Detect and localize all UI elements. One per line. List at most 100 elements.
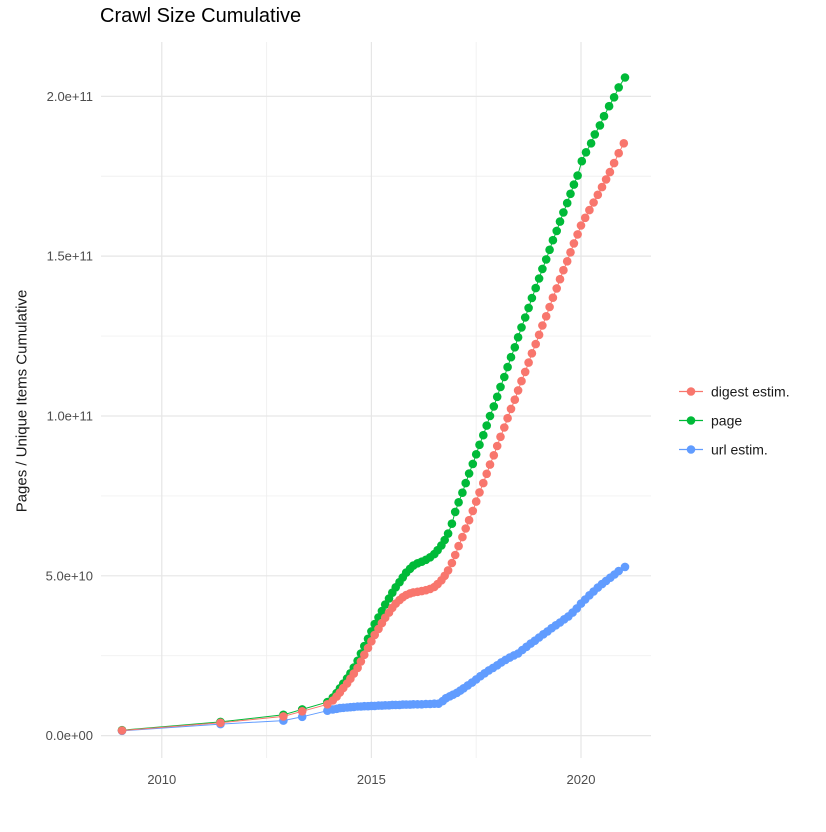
- data-point: [614, 83, 623, 92]
- data-point: [447, 558, 457, 568]
- data-point: [443, 529, 453, 538]
- data-point: [605, 167, 615, 177]
- data-point: [559, 208, 568, 217]
- data-point: [590, 130, 600, 139]
- data-point: [609, 93, 619, 102]
- data-point: [475, 488, 484, 497]
- data-point: [506, 404, 516, 414]
- data-point: [555, 217, 565, 226]
- data-point: [524, 358, 533, 367]
- data-point: [580, 213, 590, 223]
- legend-item-label: url estim.: [711, 441, 768, 457]
- data-point: [117, 726, 127, 735]
- data-point: [496, 432, 505, 442]
- data-point: [471, 497, 481, 506]
- data-point: [576, 221, 586, 230]
- data-point: [279, 712, 288, 721]
- data-point: [601, 175, 611, 184]
- data-point: [485, 411, 495, 421]
- data-point: [569, 180, 579, 189]
- legend-item-label: page: [711, 412, 743, 428]
- data-point: [538, 321, 547, 330]
- data-point: [356, 657, 366, 666]
- data-point: [597, 182, 607, 192]
- x-tick-label: 2010: [147, 772, 176, 787]
- legend-item-url-estim: url estim.: [678, 435, 790, 464]
- data-point: [566, 248, 575, 257]
- legend-item-label: digest estim.: [711, 383, 790, 399]
- legend: digest estim. page url estim.: [678, 377, 790, 464]
- data-point: [552, 284, 561, 293]
- data-point: [510, 395, 520, 405]
- data-point: [503, 362, 512, 372]
- y-tick-label: 2.0e+11: [47, 89, 93, 104]
- data-point: [454, 541, 463, 551]
- data-point: [479, 478, 488, 488]
- data-point: [609, 158, 619, 168]
- data-point: [552, 226, 561, 236]
- data-point: [585, 205, 594, 215]
- data-point: [604, 101, 614, 111]
- data-point: [595, 121, 605, 130]
- data-point: [569, 239, 579, 248]
- data-point: [461, 524, 471, 533]
- data-point: [531, 283, 540, 293]
- data-point: [464, 515, 474, 525]
- data-point: [506, 352, 516, 362]
- legend-key-dot: [686, 415, 696, 425]
- data-point: [520, 313, 530, 322]
- data-point: [492, 441, 502, 451]
- data-point: [593, 190, 603, 200]
- y-tick-label: 0.0e+00: [46, 728, 93, 743]
- data-point: [517, 323, 526, 332]
- data-point: [620, 73, 630, 82]
- data-point: [541, 255, 551, 264]
- data-point: [620, 562, 630, 572]
- data-point: [479, 430, 488, 440]
- data-point: [464, 469, 474, 478]
- data-point: [482, 421, 492, 430]
- data-point: [566, 189, 575, 199]
- data-point: [545, 302, 554, 312]
- data-point: [510, 343, 520, 352]
- data-point: [367, 637, 376, 646]
- data-point: [360, 650, 369, 660]
- data-point: [527, 349, 537, 358]
- data-point: [353, 663, 362, 673]
- data-point: [573, 230, 582, 239]
- data-point: [619, 139, 629, 148]
- y-tick-label: 5.0e+10: [46, 568, 93, 583]
- data-point: [513, 386, 523, 395]
- chart-title: Crawl Size Cumulative: [100, 5, 302, 27]
- data-point: [500, 372, 509, 382]
- data-point: [573, 171, 582, 180]
- data-point: [555, 274, 565, 284]
- data-point: [458, 532, 467, 542]
- data-point: [581, 148, 591, 157]
- data-point: [447, 519, 457, 528]
- data-point: [496, 382, 505, 392]
- data-point: [562, 257, 572, 266]
- legend-item-digest-estim: digest estim.: [678, 377, 790, 406]
- legend-key-dot: [686, 444, 696, 454]
- data-point: [503, 413, 512, 423]
- data-point: [548, 235, 558, 245]
- y-tick-label: 1.0e+11: [47, 408, 93, 423]
- data-point: [500, 423, 509, 432]
- data-point: [485, 460, 495, 469]
- data-point: [475, 440, 484, 450]
- data-point: [443, 566, 453, 575]
- data-point: [468, 459, 478, 469]
- data-point: [482, 469, 492, 479]
- data-point: [599, 111, 609, 121]
- data-point: [458, 488, 467, 498]
- x-tick-label: 2020: [567, 772, 596, 787]
- data-point: [363, 643, 373, 653]
- data-point: [489, 451, 499, 460]
- data-point: [450, 550, 460, 560]
- data-point: [577, 156, 587, 166]
- data-point: [461, 478, 471, 488]
- data-point: [559, 265, 568, 275]
- legend-key-icon: [679, 386, 703, 396]
